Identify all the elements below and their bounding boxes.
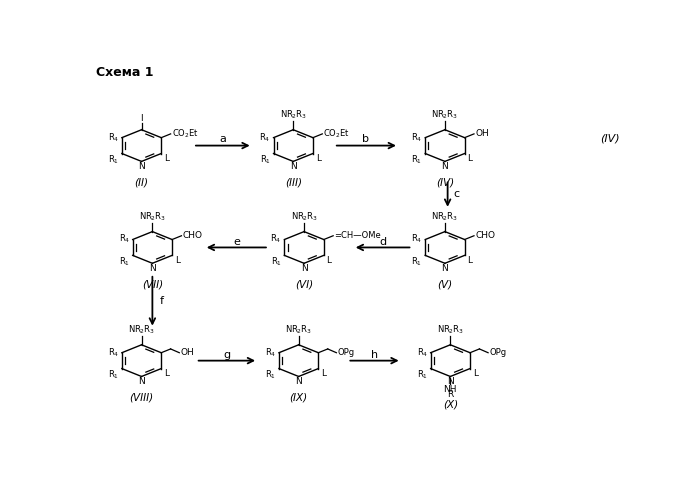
Text: b: b [362,134,369,144]
Text: h: h [371,350,378,360]
Text: R$_4$: R$_4$ [417,346,428,359]
Text: R$_4$: R$_4$ [259,131,271,144]
Text: N: N [301,264,308,273]
Text: (V): (V) [438,279,452,289]
Text: (X): (X) [442,399,458,409]
Text: e: e [233,237,240,247]
Text: R$_1$: R$_1$ [108,154,119,167]
Text: L: L [164,154,169,163]
Text: NR$_2$R$_3$: NR$_2$R$_3$ [431,109,459,121]
Text: OPg: OPg [489,348,506,357]
Text: L: L [164,369,169,378]
Text: g: g [223,350,230,360]
Text: N: N [442,162,448,171]
Text: R$_1$: R$_1$ [265,369,276,381]
Text: R$_1$: R$_1$ [417,369,428,381]
Text: CO$_2$Et: CO$_2$Et [324,127,350,140]
Text: NR$_2$R$_3$: NR$_2$R$_3$ [285,323,312,336]
Text: R$_4$: R$_4$ [411,233,422,245]
Text: L: L [316,154,321,163]
Text: R$_1$: R$_1$ [412,256,422,268]
Text: NR$_2$R$_3$: NR$_2$R$_3$ [437,323,464,336]
Text: R$_1$: R$_1$ [260,154,271,167]
Text: d: d [379,237,386,247]
Text: NH: NH [444,385,457,394]
Text: (VII): (VII) [142,279,163,289]
Text: R$_1$: R$_1$ [119,256,130,268]
Text: R$_4$: R$_4$ [265,346,276,359]
Text: L: L [175,256,180,265]
Text: N: N [290,162,296,171]
Text: NR$_2$R$_3$: NR$_2$R$_3$ [431,210,459,223]
Text: R$_1$: R$_1$ [108,369,119,381]
Text: N: N [442,264,448,273]
Text: f: f [160,296,164,306]
Text: N: N [138,162,145,171]
Text: c: c [454,189,460,199]
Text: =CH—OMe: =CH—OMe [334,231,381,240]
Text: (VIII): (VIII) [129,392,154,402]
Text: L: L [468,256,473,265]
Text: (IV): (IV) [600,133,620,143]
Text: OH: OH [475,129,489,138]
Text: NR$_2$R$_3$: NR$_2$R$_3$ [280,109,307,121]
Text: L: L [321,369,326,378]
Text: CHO: CHO [475,231,495,240]
Text: L: L [473,369,477,378]
Text: NR$_2$R$_3$: NR$_2$R$_3$ [139,210,166,223]
Text: N: N [149,264,156,273]
Text: (IV): (IV) [436,177,454,187]
Text: (VI): (VI) [295,279,313,289]
Text: CO$_2$Et: CO$_2$Et [172,127,199,140]
Text: NR$_2$R$_3$: NR$_2$R$_3$ [128,323,155,336]
Text: N: N [447,377,454,386]
Text: (III): (III) [284,177,302,187]
Text: I: I [140,114,143,122]
Text: R$_1$: R$_1$ [271,256,282,268]
Text: Схема 1: Схема 1 [96,66,153,79]
Text: R$_1$: R$_1$ [412,154,422,167]
Text: R$_4$: R$_4$ [119,233,130,245]
Text: R$_4$: R$_4$ [411,131,422,144]
Text: OPg: OPg [338,348,354,357]
Text: R: R [447,391,454,399]
Text: R$_4$: R$_4$ [108,346,119,359]
Text: a: a [219,134,226,144]
Text: (II): (II) [134,177,149,187]
Text: R$_4$: R$_4$ [108,131,119,144]
Text: R$_4$: R$_4$ [271,233,282,245]
Text: L: L [468,154,473,163]
Text: OH: OH [180,348,194,357]
Text: (IX): (IX) [289,392,308,402]
Text: CHO: CHO [182,231,203,240]
Text: NR$_2$R$_3$: NR$_2$R$_3$ [291,210,317,223]
Text: N: N [295,377,302,386]
Text: N: N [138,377,145,386]
Text: L: L [326,256,331,265]
